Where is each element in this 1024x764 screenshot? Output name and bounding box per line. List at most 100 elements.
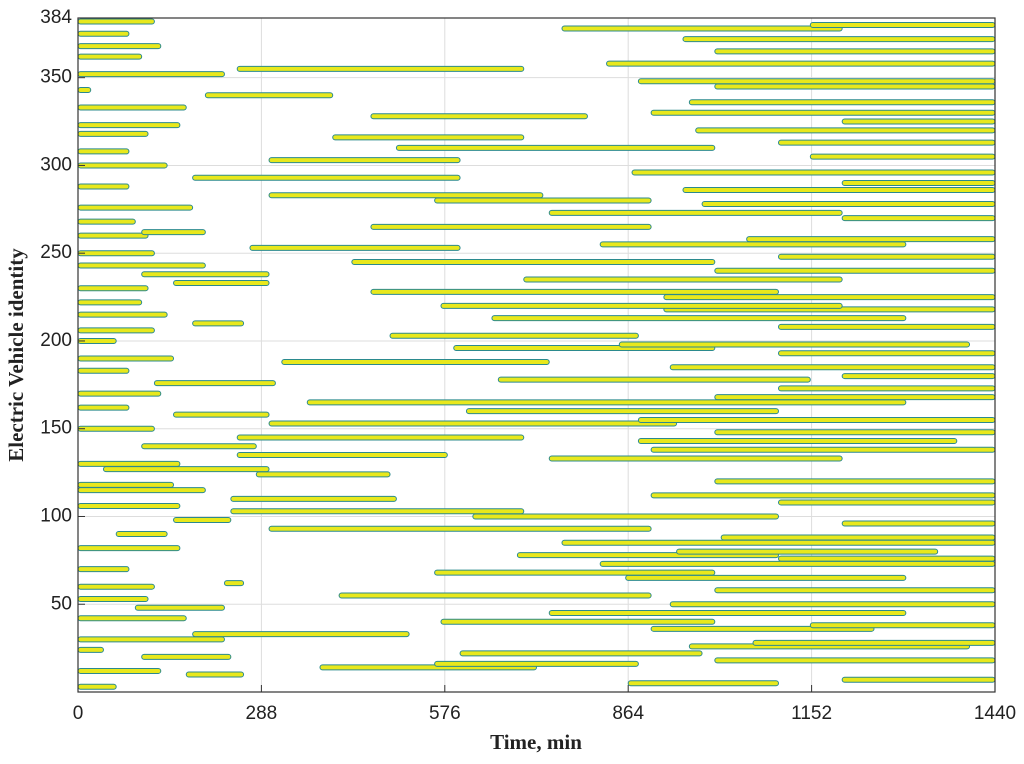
charging-interval	[663, 294, 996, 301]
charging-interval	[306, 399, 907, 406]
charging-interval	[77, 130, 149, 137]
charging-interval	[841, 373, 996, 380]
charging-interval	[204, 92, 334, 99]
charging-interval	[77, 566, 130, 573]
charging-interval	[440, 302, 843, 309]
charging-interval	[701, 201, 996, 208]
x-tick-label: 288	[246, 703, 278, 724]
charging-interval	[77, 183, 130, 190]
charging-interval	[77, 104, 187, 111]
charging-interval	[650, 492, 996, 499]
charging-interval	[77, 299, 143, 306]
x-tick-label: 864	[612, 703, 644, 724]
charging-interval	[141, 653, 232, 660]
y-tick-label: 150	[40, 418, 72, 439]
charging-interval	[77, 583, 155, 590]
charging-interval	[695, 127, 996, 134]
charging-interval	[173, 280, 270, 287]
charging-interval	[669, 601, 996, 608]
charging-interval	[338, 592, 652, 599]
y-tick-label: 100	[40, 505, 72, 526]
charging-interval	[720, 534, 996, 541]
charging-interval	[268, 525, 652, 532]
charging-interval	[77, 481, 175, 488]
charging-interval	[714, 429, 996, 436]
charging-interval	[77, 232, 149, 239]
charging-interval	[434, 569, 716, 576]
charging-interval	[77, 162, 168, 169]
charging-interval	[497, 376, 811, 383]
charging-interval	[173, 516, 232, 523]
charging-interval	[192, 320, 245, 327]
x-tick-label: 0	[73, 703, 84, 724]
charging-interval	[631, 169, 996, 176]
charging-interval	[682, 36, 996, 43]
charging-interval	[841, 118, 996, 125]
charging-interval	[77, 502, 181, 509]
charging-interval	[688, 99, 996, 106]
charging-interval	[115, 531, 168, 538]
charging-interval	[77, 250, 155, 257]
charging-interval	[523, 276, 843, 283]
x-axis-label: Time, min	[490, 730, 582, 754]
charging-interval	[77, 615, 187, 622]
charging-interval	[714, 478, 996, 485]
charging-interval	[841, 520, 996, 527]
charging-interval	[351, 258, 716, 265]
charging-interval	[440, 618, 716, 625]
charging-interval	[230, 495, 397, 502]
charging-interval	[809, 153, 996, 160]
charging-interval	[230, 508, 525, 515]
charging-interval	[77, 204, 194, 211]
charging-interval	[255, 471, 391, 478]
charging-interval	[777, 323, 996, 330]
charging-interval	[395, 144, 716, 151]
charging-interval	[465, 408, 779, 415]
charging-interval	[777, 499, 996, 506]
charging-interval	[77, 311, 168, 318]
charging-interval	[714, 657, 996, 664]
x-tick-label: 1440	[974, 703, 1016, 724]
charging-interval	[141, 271, 270, 278]
charging-interval	[777, 253, 996, 260]
charging-interval	[77, 404, 130, 411]
charging-interval	[491, 315, 907, 322]
charging-interval	[134, 604, 225, 611]
charging-interval	[777, 555, 996, 562]
x-tick-label: 1152	[791, 703, 832, 724]
y-tick-label: 200	[40, 330, 72, 351]
charging-interval	[77, 390, 162, 397]
charging-interval	[459, 650, 703, 657]
charging-interval	[841, 179, 996, 186]
charging-interval	[77, 327, 155, 334]
charging-interval	[77, 460, 181, 467]
charging-interval	[77, 43, 162, 50]
charging-interval	[268, 420, 678, 427]
charging-interval	[714, 267, 996, 274]
charging-interval	[77, 545, 181, 552]
charging-interval	[192, 631, 410, 638]
charging-interval	[472, 513, 779, 520]
charging-interval	[192, 174, 461, 181]
charging-interval	[268, 157, 461, 164]
charging-interval	[77, 30, 130, 37]
charging-interval	[746, 236, 996, 243]
charging-interval	[223, 580, 245, 587]
charging-interval	[77, 367, 130, 374]
y-tick-label: 50	[51, 593, 72, 614]
charging-interval	[77, 262, 206, 269]
charging-interval	[561, 539, 996, 546]
charging-interval	[637, 78, 996, 85]
charging-interval	[714, 394, 996, 401]
charging-interval	[281, 359, 550, 366]
charging-interval	[77, 53, 143, 60]
charging-interval	[777, 350, 996, 357]
charging-interval	[637, 438, 958, 445]
y-tick-label: 350	[40, 67, 72, 88]
charging-interval	[77, 218, 136, 225]
charging-interval	[599, 241, 907, 248]
charging-interval	[548, 610, 907, 617]
charging-interval	[777, 139, 996, 146]
charging-interval	[389, 332, 639, 339]
charging-interval	[77, 425, 155, 432]
